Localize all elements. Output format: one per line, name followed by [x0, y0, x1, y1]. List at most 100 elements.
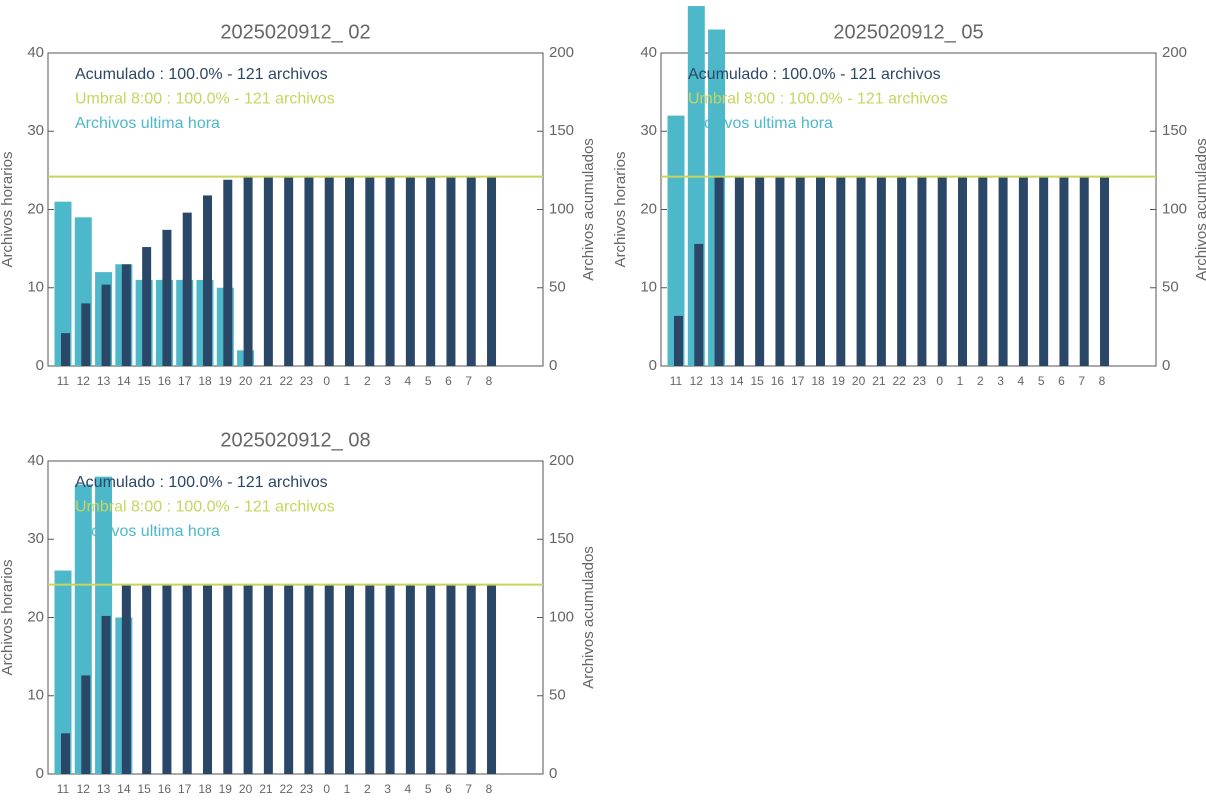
cumulative-bar: [426, 176, 436, 366]
legend-entry: Umbral 8:00 : 100.0% - 121 archivos: [688, 91, 948, 108]
legend-entry: Archivos ultima hora: [75, 523, 220, 540]
cumulative-bar: [223, 179, 233, 366]
y-axis-label: Archivos horarios: [0, 560, 16, 676]
x-tick-label: 17: [791, 374, 805, 388]
x-tick-label: 1: [344, 782, 351, 796]
cumulative-bar: [203, 584, 213, 774]
x-tick-label: 22: [279, 782, 293, 796]
x-tick-label: 2: [364, 374, 371, 388]
x-tick-label: 15: [137, 782, 151, 796]
cumulative-bar: [304, 176, 314, 366]
y-tick-label: 10: [640, 279, 657, 296]
cumulative-bar: [1059, 176, 1069, 366]
x-tick-label: 12: [77, 782, 91, 796]
cumulative-bar: [365, 176, 375, 366]
x-tick-label: 17: [178, 374, 192, 388]
cumulative-bar: [243, 176, 253, 366]
y2-tick-label: 50: [549, 279, 566, 296]
cumulative-bar: [775, 176, 785, 366]
y-tick-label: 10: [27, 279, 44, 296]
y-tick-label: 0: [36, 765, 44, 782]
cumulative-bar: [162, 584, 172, 774]
x-tick-label: 22: [279, 374, 293, 388]
cumulative-bar: [487, 584, 497, 774]
cumulative-bar: [816, 176, 826, 366]
x-tick-label: 19: [832, 374, 846, 388]
x-tick-label: 0: [323, 374, 330, 388]
cumulative-bar: [1100, 176, 1110, 366]
y2-tick-label: 200: [1162, 44, 1187, 61]
x-tick-label: 13: [97, 782, 111, 796]
cumulative-bar: [263, 176, 273, 366]
cumulative-bar: [182, 584, 192, 774]
x-tick-label: 1: [344, 374, 351, 388]
y-tick-label: 20: [27, 608, 44, 625]
cumulative-bar: [734, 176, 744, 366]
x-tick-label: 7: [465, 374, 472, 388]
x-tick-label: 12: [690, 374, 704, 388]
x-tick-label: 20: [239, 782, 253, 796]
x-tick-label: 16: [771, 374, 785, 388]
cumulative-bar: [142, 247, 152, 366]
chart-title: 2025020912_ 08: [220, 429, 370, 451]
x-tick-label: 14: [117, 782, 131, 796]
cumulative-bar: [674, 315, 683, 366]
cumulative-bar: [998, 176, 1008, 366]
x-tick-label: 11: [670, 374, 683, 388]
y-tick-label: 30: [27, 122, 44, 139]
x-tick-label: 8: [486, 374, 493, 388]
legend-entry: Umbral 8:00 : 100.0% - 121 archivos: [75, 91, 335, 108]
cumulative-bar: [466, 584, 476, 774]
x-tick-label: 4: [1018, 374, 1025, 388]
cumulative-bar: [385, 176, 395, 366]
y2-tick-label: 0: [549, 357, 557, 374]
x-tick-label: 6: [445, 782, 452, 796]
y2-axis-label: Archivos acumulados: [580, 138, 597, 281]
y2-axis-label: Archivos acumulados: [1193, 138, 1206, 281]
x-tick-label: 22: [892, 374, 906, 388]
x-tick-label: 20: [852, 374, 866, 388]
x-tick-label: 11: [57, 374, 70, 388]
y2-tick-label: 150: [549, 530, 574, 547]
cumulative-bar: [304, 584, 314, 774]
x-tick-label: 21: [259, 782, 273, 796]
cumulative-bar: [937, 176, 947, 366]
x-tick-label: 14: [730, 374, 744, 388]
cumulative-bar: [487, 176, 497, 366]
cumulative-bar: [162, 229, 172, 366]
x-tick-label: 5: [425, 374, 432, 388]
x-tick-label: 6: [1058, 374, 1065, 388]
x-tick-label: 5: [1038, 374, 1045, 388]
cumulative-bar: [1039, 176, 1049, 366]
x-tick-label: 23: [300, 782, 314, 796]
cumulative-bar: [81, 675, 91, 774]
x-tick-label: 8: [486, 782, 493, 796]
y-tick-label: 30: [27, 530, 44, 547]
cumulative-bar: [61, 333, 70, 366]
cumulative-bar: [466, 176, 476, 366]
cumulative-bar: [694, 243, 704, 366]
x-tick-label: 16: [158, 374, 172, 388]
x-tick-label: 0: [323, 782, 330, 796]
y2-tick-label: 0: [1162, 357, 1170, 374]
y-tick-label: 0: [36, 357, 44, 374]
legend-entry: Archivos ultima hora: [75, 115, 220, 132]
legend-entry: Acumulado : 100.0% - 121 archivos: [75, 474, 328, 491]
x-tick-label: 11: [57, 782, 70, 796]
x-tick-label: 16: [158, 782, 172, 796]
x-tick-label: 20: [239, 374, 253, 388]
cumulative-bar: [101, 284, 111, 366]
chart-title: 2025020912_ 05: [833, 21, 983, 43]
cumulative-bar: [446, 176, 456, 366]
y2-tick-label: 0: [549, 765, 557, 782]
y-tick-label: 10: [27, 687, 44, 704]
y-axis-label: Archivos horarios: [0, 152, 16, 268]
x-tick-label: 1: [957, 374, 964, 388]
cumulative-bar: [101, 615, 111, 774]
x-tick-label: 8: [1099, 374, 1106, 388]
cumulative-bar: [714, 176, 724, 366]
cumulative-bar: [1018, 176, 1028, 366]
legend-entry: Acumulado : 100.0% - 121 archivos: [688, 66, 941, 83]
x-tick-label: 18: [811, 374, 825, 388]
y-tick-label: 40: [27, 44, 44, 61]
